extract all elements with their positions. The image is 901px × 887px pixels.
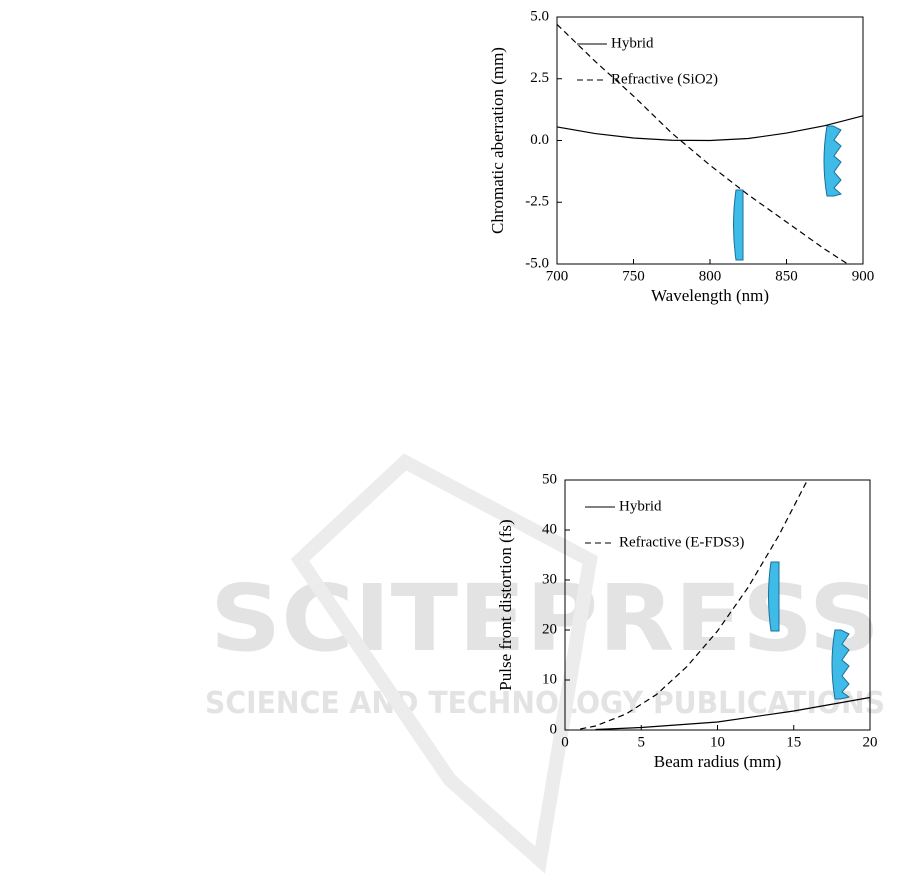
y-tick-label: -5.0 xyxy=(525,255,549,271)
y-tick-label: 2.5 xyxy=(530,70,549,86)
y-tick-label: 40 xyxy=(542,521,557,537)
x-axis-label: Wavelength (nm) xyxy=(651,286,769,305)
y-axis-label: Chromatic aberration (mm) xyxy=(488,47,507,234)
x-tick-label: 20 xyxy=(863,734,878,750)
x-tick-label: 850 xyxy=(775,268,798,284)
lens-icon xyxy=(823,125,843,197)
x-tick-label: 800 xyxy=(699,268,722,284)
y-tick-label: -2.5 xyxy=(525,194,549,210)
watermark: SCIENCE AND TECHNOLOGY PUBLICATIONS xyxy=(205,686,885,721)
lens-icon xyxy=(831,629,851,700)
x-tick-label: 0 xyxy=(561,734,569,750)
y-tick-label: 0 xyxy=(550,721,558,737)
y-axis-label: Pulse front distortion (fs) xyxy=(496,519,515,690)
legend-label: Hybrid xyxy=(611,35,654,51)
y-tick-label: 10 xyxy=(542,671,557,687)
x-axis-label: Beam radius (mm) xyxy=(654,752,781,771)
x-tick-label: 10 xyxy=(710,734,725,750)
y-tick-label: 5.0 xyxy=(530,8,549,24)
x-tick-label: 700 xyxy=(546,268,569,284)
lens-icon xyxy=(733,189,744,261)
line xyxy=(580,479,809,730)
legend-label: Hybrid xyxy=(619,498,662,514)
y-tick-label: 50 xyxy=(542,471,557,487)
legend-label: Refractive (SiO2) xyxy=(611,71,718,87)
y-tick-label: 0.0 xyxy=(530,132,549,148)
y-tick-label: 30 xyxy=(542,571,557,587)
line xyxy=(556,115,864,142)
x-tick-label: 15 xyxy=(786,734,801,750)
x-tick-label: 750 xyxy=(622,268,645,284)
x-tick-label: 900 xyxy=(852,268,875,284)
y-tick-label: 20 xyxy=(542,621,557,637)
line xyxy=(595,696,871,731)
legend-label: Refractive (E-FDS3) xyxy=(619,534,744,550)
lens-icon xyxy=(768,561,780,632)
x-tick-label: 5 xyxy=(638,734,646,750)
line xyxy=(556,23,849,265)
